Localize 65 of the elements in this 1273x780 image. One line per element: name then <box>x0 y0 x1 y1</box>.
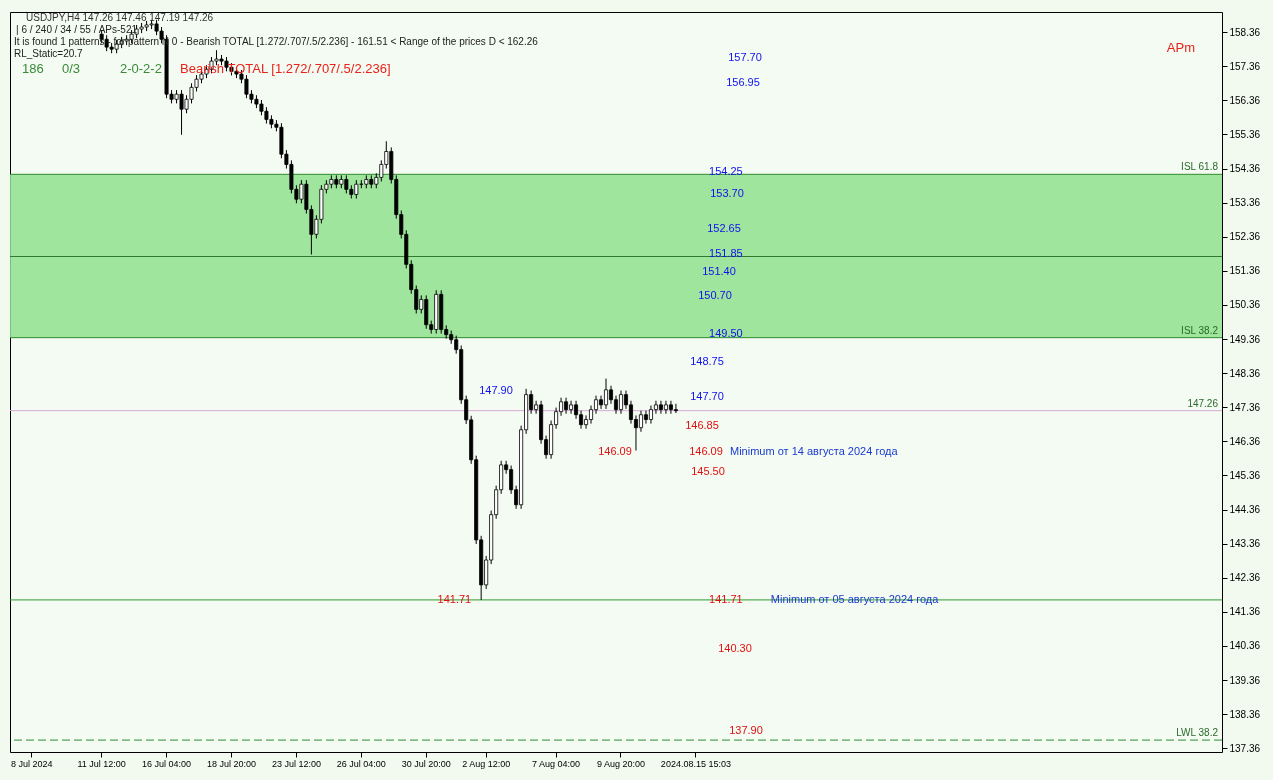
y-tick-label: 148.36 <box>1229 367 1261 379</box>
annotation: 146.09 <box>689 445 723 457</box>
annotation: 0/3 <box>62 61 81 76</box>
annotation: 148.75 <box>690 355 724 367</box>
annotation: 2-0-2-2 <box>120 61 162 76</box>
ref-line-label: ISL 38.2 <box>1181 324 1219 336</box>
annotation: 140.30 <box>718 642 752 654</box>
y-tick-label: 140.36 <box>1229 640 1261 652</box>
y-tick-label: 157.36 <box>1229 60 1261 72</box>
x-tick-label: 30 Jul 20:00 <box>401 758 451 769</box>
y-tick-label: 146.36 <box>1229 435 1261 447</box>
y-tick-label: 150.36 <box>1229 299 1261 311</box>
y-tick-label: 143.36 <box>1229 538 1261 550</box>
annotation: 147.90 <box>479 384 513 396</box>
x-tick-label: 18 Jul 20:00 <box>206 758 256 769</box>
x-tick-label: 26 Jul 04:00 <box>336 758 386 769</box>
x-tick-label: 16 Jul 04:00 <box>142 758 192 769</box>
annotation: Minimum от 05 августа 2024 года <box>770 592 940 605</box>
x-tick-label: 11 Jul 12:00 <box>77 758 126 769</box>
annotation: 149.50 <box>709 327 743 340</box>
y-tick-label: 144.36 <box>1229 504 1261 516</box>
ref-line-label: 147.26 <box>1187 397 1219 409</box>
candlestick <box>673 403 678 414</box>
annotation: 186 <box>22 61 44 76</box>
y-tick-label: 147.36 <box>1229 401 1261 413</box>
x-tick-label: 2024.08.15 15:03 <box>660 758 731 769</box>
y-tick-label: 139.36 <box>1229 674 1261 686</box>
y-tick-label: 151.36 <box>1229 265 1261 277</box>
annotation: 141.71 <box>437 592 472 605</box>
y-tick-label: 158.36 <box>1229 26 1261 38</box>
ref-line-label: ISL 61.8 <box>1181 161 1219 173</box>
annotation: 152.65 <box>707 222 741 234</box>
y-tick-label: 141.36 <box>1229 606 1261 618</box>
annotation: APm <box>1166 40 1195 55</box>
ref-line-label: LWL 38.2 <box>1176 727 1219 739</box>
annotation: 151.85 <box>709 247 743 260</box>
annotation: 146.09 <box>598 445 632 457</box>
y-tick-label: 156.36 <box>1229 94 1261 106</box>
annotation: 137.90 <box>729 724 763 736</box>
y-tick-label: 152.36 <box>1229 231 1261 243</box>
x-tick-label: 23 Jul 12:00 <box>271 758 321 769</box>
y-tick-label: 145.36 <box>1229 469 1261 481</box>
y-tick-label: 149.36 <box>1229 333 1261 345</box>
annotation: 157.70 <box>728 51 762 63</box>
annotation: 150.70 <box>698 289 732 301</box>
annotation: 156.95 <box>726 76 760 88</box>
annotation: 141.71 <box>709 592 743 605</box>
annotation: Minimum от 14 августа 2024 года <box>730 445 899 457</box>
x-tick-label: 9 Aug 20:00 <box>596 758 646 769</box>
annotation: 145.50 <box>691 465 725 477</box>
annotation: 146.85 <box>685 419 719 431</box>
annotation: USDJPY,H4 147.26 147.46 147.19 147.26 <box>26 12 214 23</box>
y-tick-label: 154.36 <box>1229 163 1261 175</box>
y-tick-label: 142.36 <box>1229 572 1261 584</box>
annotation: RL_Static=20.7 <box>14 48 84 59</box>
annotation: 147.70 <box>690 390 724 402</box>
y-tick-label: 137.36 <box>1229 742 1261 754</box>
x-tick-label: 8 Jul 2024 <box>10 758 53 769</box>
y-tick-label: 153.36 <box>1229 197 1261 209</box>
annotation: 151.40 <box>702 265 736 277</box>
x-tick-label: 2 Aug 12:00 <box>462 758 511 769</box>
y-tick-label: 138.36 <box>1229 708 1261 720</box>
annotation: 153.70 <box>710 187 744 199</box>
y-tick-label: 155.36 <box>1229 128 1261 140</box>
x-tick-label: 7 Aug 04:00 <box>532 758 581 769</box>
